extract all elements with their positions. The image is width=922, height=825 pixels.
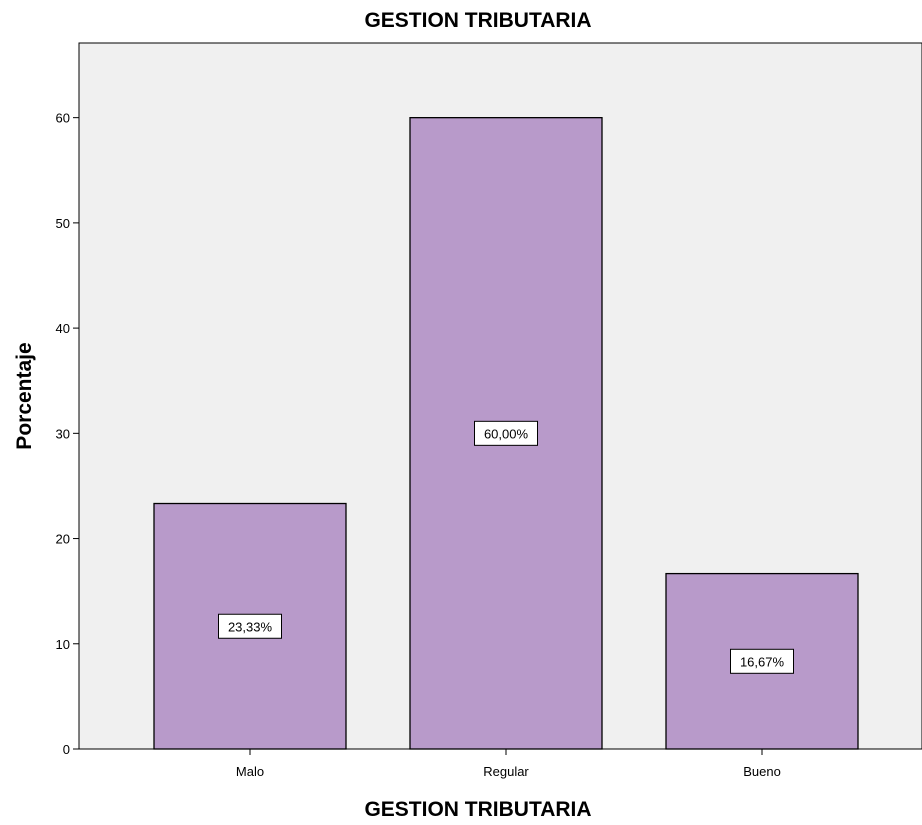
y-tick-label: 30 (56, 426, 70, 441)
data-label: 23,33% (228, 619, 273, 634)
x-tick-label: Malo (236, 764, 264, 779)
y-tick-label: 60 (56, 111, 70, 126)
data-label: 60,00% (484, 426, 529, 441)
y-tick-label: 40 (56, 321, 70, 336)
y-axis: 0 10 20 30 40 50 60 (56, 111, 79, 757)
chart-title: GESTION TRIBUTARIA (364, 9, 591, 32)
x-axis: Malo Regular Bueno (236, 749, 781, 779)
y-axis-title: Porcentaje (13, 342, 36, 449)
data-label-box (474, 420, 538, 446)
x-axis-title: GESTION TRIBUTARIA (364, 798, 591, 821)
y-tick-label: 20 (56, 532, 70, 547)
x-tick-label: Regular (483, 764, 529, 779)
data-label-box (730, 648, 794, 674)
data-label: 16,67% (740, 654, 785, 669)
data-label-box (218, 613, 282, 639)
y-tick-label: 0 (63, 742, 70, 757)
x-tick-label: Bueno (743, 764, 781, 779)
y-tick-label: 10 (56, 637, 70, 652)
y-tick-label: 50 (56, 216, 70, 231)
data-labels-group: 23,33% 60,00% 16,67% (218, 420, 794, 674)
